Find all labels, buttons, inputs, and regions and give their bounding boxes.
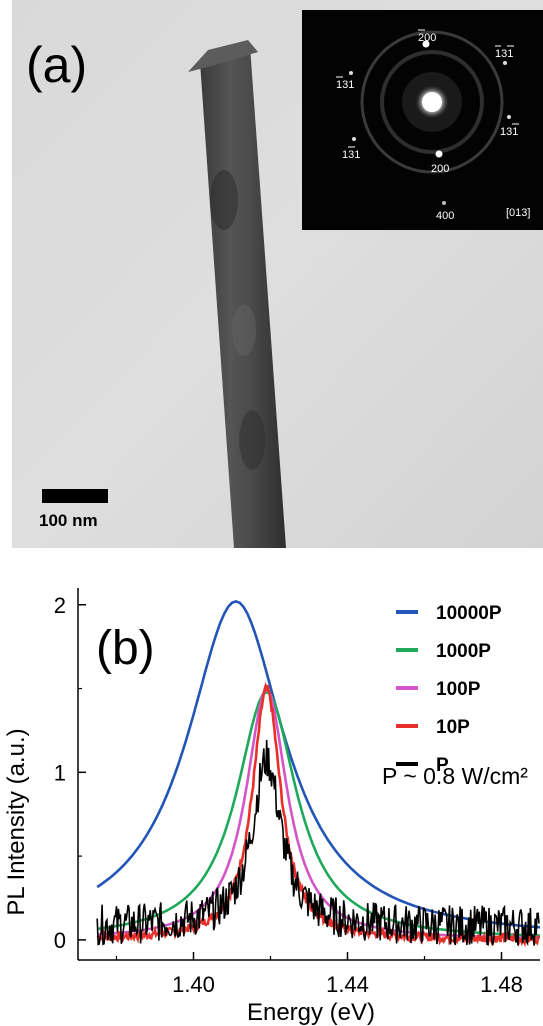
series-line-100P bbox=[97, 686, 541, 940]
legend: 10000P 1000P 100P 10P P bbox=[396, 603, 502, 776]
sad-zone-axis: [013] bbox=[506, 207, 530, 219]
sad-inset: 200 131 131 131 131 200 400 [013] bbox=[302, 10, 543, 230]
sad-spot-label: 131 bbox=[500, 126, 518, 138]
legend-label: 10000P bbox=[436, 603, 502, 624]
y-tick-label: 2 bbox=[54, 593, 66, 618]
sad-spot-label: 200 bbox=[431, 163, 449, 175]
x-axis-label: Energy (eV) bbox=[247, 999, 375, 1026]
series-line-10000P bbox=[96, 600, 541, 929]
panel-b-label: (b) bbox=[96, 622, 155, 675]
plot-frame bbox=[77, 588, 540, 961]
x-tick-label: 1.44 bbox=[326, 972, 369, 997]
series-line-10P bbox=[96, 681, 540, 948]
scale-bar bbox=[42, 489, 108, 503]
power-annotation: P ~ 0.8 W/cm² bbox=[382, 763, 528, 789]
legend-label: P bbox=[436, 755, 449, 776]
sad-spot-label: 131 bbox=[342, 149, 360, 161]
legend-label: 10P bbox=[436, 717, 470, 738]
sad-spot-label: 131 bbox=[495, 48, 513, 60]
y-tick-label: 0 bbox=[54, 928, 66, 953]
x-tick-label: 1.48 bbox=[480, 972, 523, 997]
y-axis-label: PL Intensity (a.u.) bbox=[3, 728, 30, 915]
legend-label: 1000P bbox=[436, 641, 491, 662]
sad-spot-label: 400 bbox=[436, 210, 454, 222]
panel-a-label: (a) bbox=[26, 37, 87, 93]
sad-spot-label: 131 bbox=[336, 79, 354, 91]
legend-label: 100P bbox=[436, 679, 481, 700]
plot-series-group bbox=[96, 600, 541, 948]
scale-bar-label: 100 nm bbox=[39, 511, 98, 530]
plot-axes: 0 1 2 1.40 1.44 1.48 bbox=[54, 593, 523, 997]
nanowire-tip bbox=[188, 40, 258, 72]
series-line-P bbox=[96, 739, 540, 947]
y-tick-label: 1 bbox=[54, 760, 66, 785]
x-tick-label: 1.40 bbox=[172, 972, 215, 997]
tem-image-panel: (a) 100 nm 200 131 131 131 131 200 400 [… bbox=[12, 0, 543, 548]
series-line-1000P bbox=[97, 690, 541, 937]
sad-spot-label: 200 bbox=[418, 32, 436, 44]
